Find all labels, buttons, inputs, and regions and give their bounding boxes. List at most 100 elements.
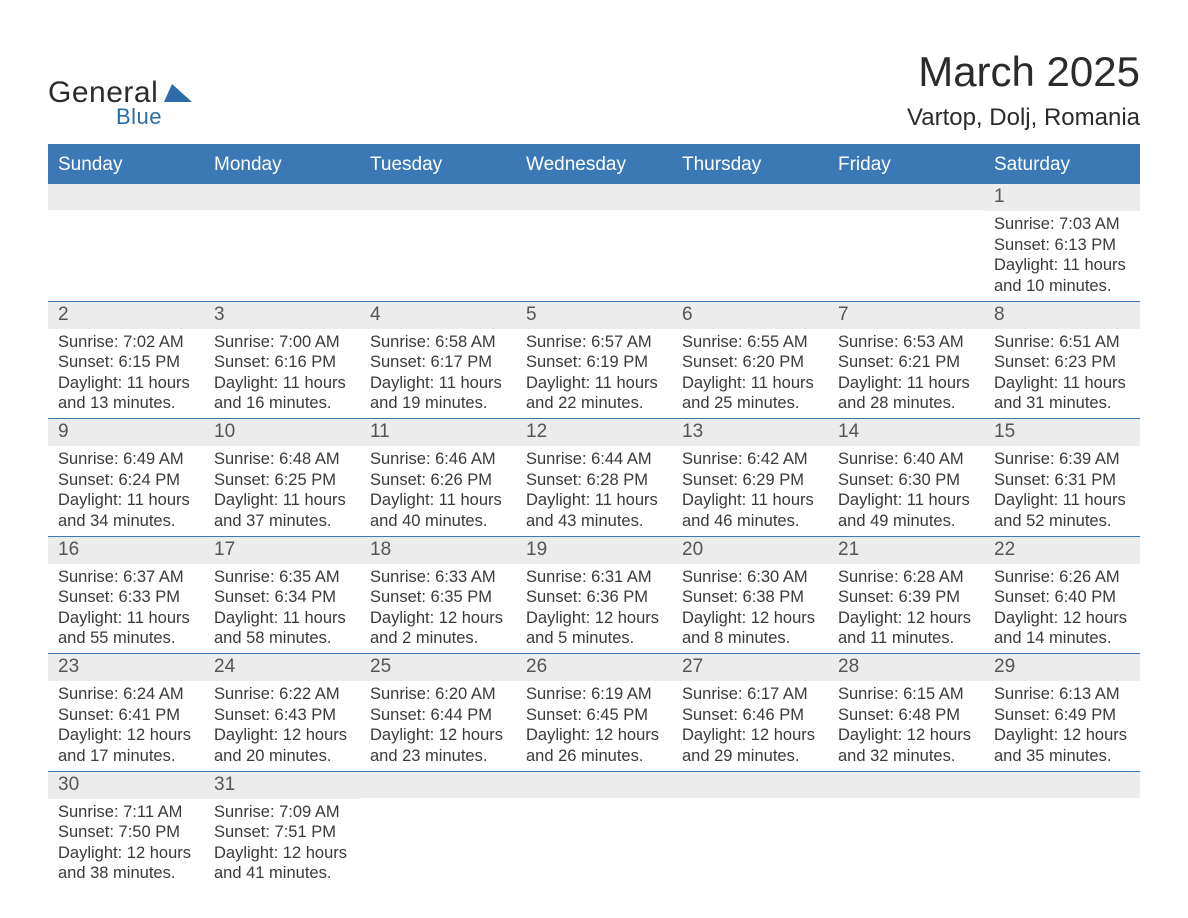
day-details: Sunrise: 7:11 AMSunset: 7:50 PMDaylight:… [48, 799, 204, 889]
day-number: 18 [360, 537, 516, 564]
day-daylight2: and 26 minutes. [526, 746, 662, 767]
calendar-cell: 6Sunrise: 6:55 AMSunset: 6:20 PMDaylight… [672, 302, 828, 419]
day-number: 2 [48, 302, 204, 329]
day-sunrise: Sunrise: 6:55 AM [682, 332, 818, 353]
logo-word-2: Blue [116, 104, 162, 130]
day-sunrise: Sunrise: 6:33 AM [370, 567, 506, 588]
calendar-cell: 18Sunrise: 6:33 AMSunset: 6:35 PMDayligh… [360, 537, 516, 654]
day-daylight2: and 5 minutes. [526, 628, 662, 649]
day-header-wed: Wednesday [516, 148, 672, 184]
day-sunset: Sunset: 6:43 PM [214, 705, 350, 726]
day-sunrise: Sunrise: 6:57 AM [526, 332, 662, 353]
day-number: 17 [204, 537, 360, 564]
day-daylight2: and 41 minutes. [214, 863, 350, 884]
calendar-cell: 9Sunrise: 6:49 AMSunset: 6:24 PMDaylight… [48, 419, 204, 536]
day-daylight1: Daylight: 11 hours [58, 373, 194, 394]
day-details: Sunrise: 6:30 AMSunset: 6:38 PMDaylight:… [672, 564, 828, 654]
calendar-cell [516, 184, 672, 301]
day-sunset: Sunset: 7:51 PM [214, 822, 350, 843]
day-daylight2: and 37 minutes. [214, 511, 350, 532]
day-daylight1: Daylight: 11 hours [58, 608, 194, 629]
day-header-sat: Saturday [984, 148, 1140, 184]
calendar-cell [828, 772, 984, 889]
day-number [204, 184, 360, 210]
day-sunrise: Sunrise: 6:40 AM [838, 449, 974, 470]
day-daylight1: Daylight: 12 hours [370, 608, 506, 629]
day-sunset: Sunset: 6:41 PM [58, 705, 194, 726]
day-sunrise: Sunrise: 6:22 AM [214, 684, 350, 705]
day-daylight2: and 17 minutes. [58, 746, 194, 767]
day-details [516, 210, 672, 217]
day-sunrise: Sunrise: 7:03 AM [994, 214, 1130, 235]
day-details: Sunrise: 6:20 AMSunset: 6:44 PMDaylight:… [360, 681, 516, 771]
day-sunrise: Sunrise: 6:39 AM [994, 449, 1130, 470]
calendar-cell: 17Sunrise: 6:35 AMSunset: 6:34 PMDayligh… [204, 537, 360, 654]
day-daylight2: and 35 minutes. [994, 746, 1130, 767]
day-sunrise: Sunrise: 6:58 AM [370, 332, 506, 353]
day-number [672, 184, 828, 210]
day-sunset: Sunset: 6:39 PM [838, 587, 974, 608]
calendar-cell: 7Sunrise: 6:53 AMSunset: 6:21 PMDaylight… [828, 302, 984, 419]
calendar-cell [48, 184, 204, 301]
day-details: Sunrise: 6:17 AMSunset: 6:46 PMDaylight:… [672, 681, 828, 771]
day-daylight1: Daylight: 12 hours [526, 608, 662, 629]
calendar-cell: 31Sunrise: 7:09 AMSunset: 7:51 PMDayligh… [204, 772, 360, 889]
day-number: 25 [360, 654, 516, 681]
calendar-cell [360, 772, 516, 889]
day-daylight2: and 58 minutes. [214, 628, 350, 649]
day-sunrise: Sunrise: 6:31 AM [526, 567, 662, 588]
month-title: March 2025 [907, 48, 1140, 96]
day-sunset: Sunset: 7:50 PM [58, 822, 194, 843]
day-daylight1: Daylight: 11 hours [526, 490, 662, 511]
day-details: Sunrise: 6:37 AMSunset: 6:33 PMDaylight:… [48, 564, 204, 654]
day-sunrise: Sunrise: 6:28 AM [838, 567, 974, 588]
day-sunset: Sunset: 6:21 PM [838, 352, 974, 373]
day-sunset: Sunset: 6:45 PM [526, 705, 662, 726]
day-details: Sunrise: 7:00 AMSunset: 6:16 PMDaylight:… [204, 329, 360, 419]
calendar-cell: 13Sunrise: 6:42 AMSunset: 6:29 PMDayligh… [672, 419, 828, 536]
calendar-cell: 20Sunrise: 6:30 AMSunset: 6:38 PMDayligh… [672, 537, 828, 654]
day-sunrise: Sunrise: 6:53 AM [838, 332, 974, 353]
day-sunset: Sunset: 6:23 PM [994, 352, 1130, 373]
calendar-cell: 14Sunrise: 6:40 AMSunset: 6:30 PMDayligh… [828, 419, 984, 536]
day-daylight2: and 49 minutes. [838, 511, 974, 532]
day-daylight1: Daylight: 12 hours [994, 725, 1130, 746]
day-daylight2: and 46 minutes. [682, 511, 818, 532]
day-daylight2: and 29 minutes. [682, 746, 818, 767]
day-number [48, 184, 204, 210]
day-number: 13 [672, 419, 828, 446]
day-daylight1: Daylight: 11 hours [994, 373, 1130, 394]
header: General Blue March 2025 Vartop, Dolj, Ro… [48, 48, 1140, 132]
day-sunset: Sunset: 6:38 PM [682, 587, 818, 608]
day-details [204, 210, 360, 217]
day-details [516, 798, 672, 805]
day-number: 8 [984, 302, 1140, 329]
day-daylight2: and 19 minutes. [370, 393, 506, 414]
day-sunrise: Sunrise: 7:00 AM [214, 332, 350, 353]
calendar-cell [360, 184, 516, 301]
day-number: 28 [828, 654, 984, 681]
day-sunset: Sunset: 6:31 PM [994, 470, 1130, 491]
day-details: Sunrise: 6:15 AMSunset: 6:48 PMDaylight:… [828, 681, 984, 771]
day-details [672, 798, 828, 805]
day-daylight1: Daylight: 11 hours [682, 490, 818, 511]
day-sunset: Sunset: 6:29 PM [682, 470, 818, 491]
calendar-cell: 10Sunrise: 6:48 AMSunset: 6:25 PMDayligh… [204, 419, 360, 536]
day-sunset: Sunset: 6:20 PM [682, 352, 818, 373]
day-details: Sunrise: 7:09 AMSunset: 7:51 PMDaylight:… [204, 799, 360, 889]
day-number: 9 [48, 419, 204, 446]
calendar-cell: 19Sunrise: 6:31 AMSunset: 6:36 PMDayligh… [516, 537, 672, 654]
day-sunset: Sunset: 6:13 PM [994, 235, 1130, 256]
day-number: 6 [672, 302, 828, 329]
day-details: Sunrise: 6:28 AMSunset: 6:39 PMDaylight:… [828, 564, 984, 654]
calendar-cell: 21Sunrise: 6:28 AMSunset: 6:39 PMDayligh… [828, 537, 984, 654]
calendar-cell: 26Sunrise: 6:19 AMSunset: 6:45 PMDayligh… [516, 654, 672, 771]
calendar-cell: 30Sunrise: 7:11 AMSunset: 7:50 PMDayligh… [48, 772, 204, 889]
day-daylight2: and 38 minutes. [58, 863, 194, 884]
calendar-cell: 11Sunrise: 6:46 AMSunset: 6:26 PMDayligh… [360, 419, 516, 536]
day-sunset: Sunset: 6:15 PM [58, 352, 194, 373]
day-details: Sunrise: 6:46 AMSunset: 6:26 PMDaylight:… [360, 446, 516, 536]
day-sunset: Sunset: 6:17 PM [370, 352, 506, 373]
day-number [828, 772, 984, 798]
day-sunrise: Sunrise: 6:26 AM [994, 567, 1130, 588]
